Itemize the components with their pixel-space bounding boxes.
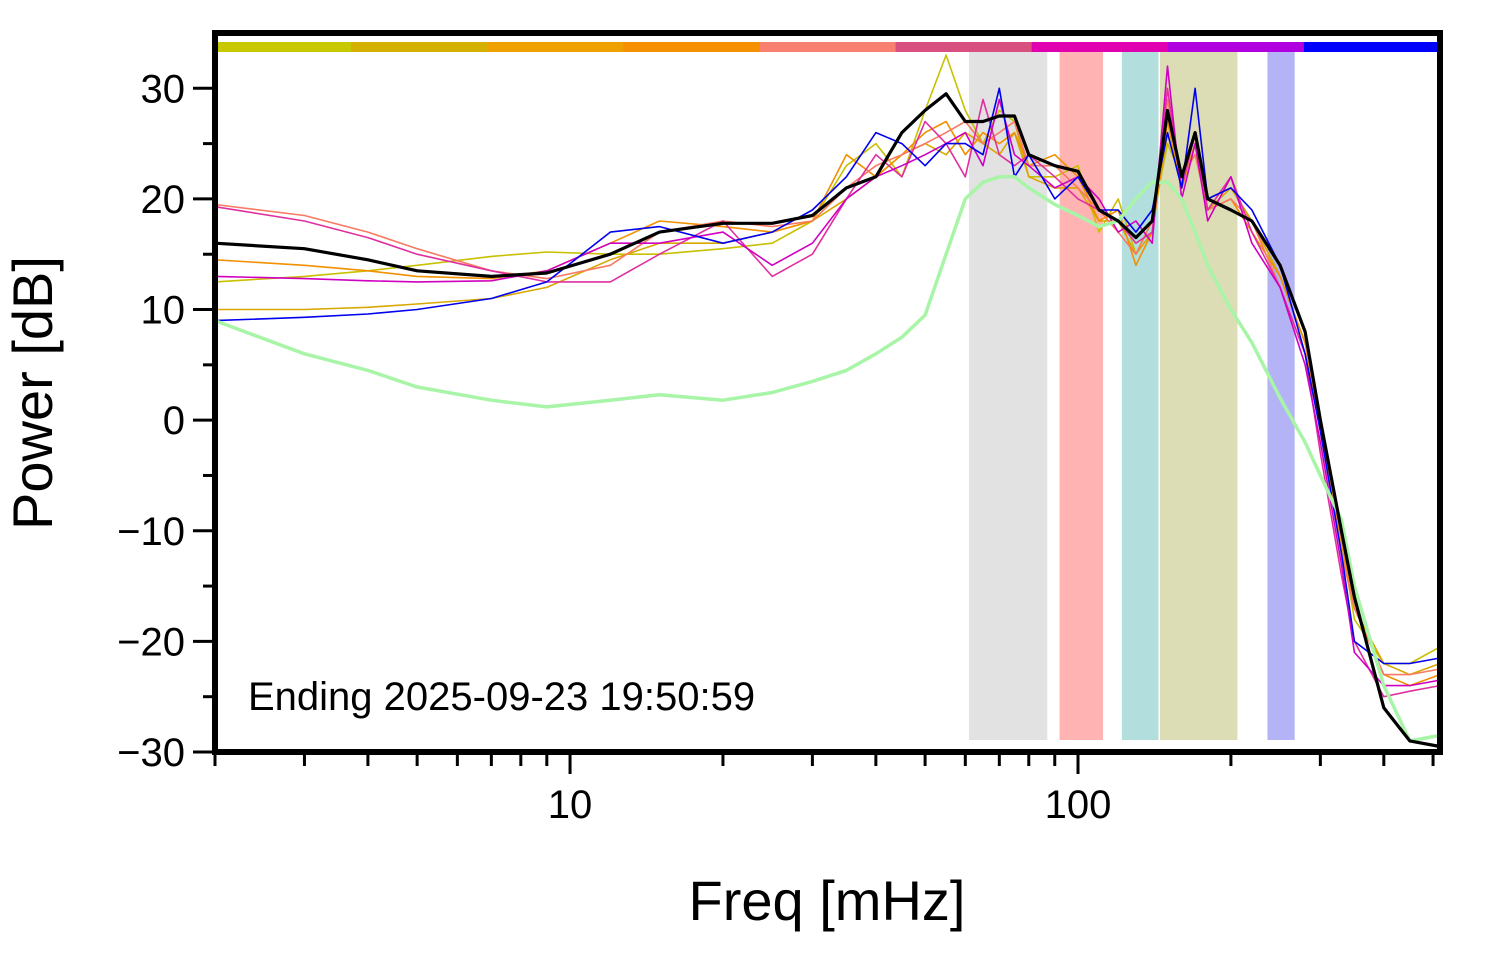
y-tick-label: 0 <box>163 399 185 443</box>
band <box>1121 52 1159 740</box>
color-bar-segment <box>759 42 897 52</box>
series-line <box>214 98 1441 676</box>
series-line <box>214 65 1441 687</box>
y-tick-label: −30 <box>117 731 185 775</box>
band <box>1059 52 1104 740</box>
series-line <box>215 131 1441 676</box>
x-axis-label: Freq [mHz] <box>689 869 966 932</box>
y-tick-label: 10 <box>141 289 186 333</box>
color-bar-segment <box>895 42 1033 52</box>
color-bar-segment <box>351 42 488 52</box>
bands <box>968 52 1295 740</box>
series-line <box>214 54 1441 665</box>
color-bar-segment <box>623 42 760 52</box>
color-bar-segment <box>1031 42 1169 52</box>
y-axis-label: Power [dB] <box>1 256 64 530</box>
band <box>968 52 1048 740</box>
lines <box>214 54 1441 749</box>
y-tick-label: 30 <box>141 67 186 111</box>
series-line <box>214 175 1441 743</box>
series-line <box>214 92 1441 749</box>
color-bar-segment <box>1303 42 1441 52</box>
color-bar-segment <box>487 42 624 52</box>
x-tick-label: 100 <box>1045 783 1112 827</box>
color-bar-segment <box>1167 42 1305 52</box>
x-tick-label: 10 <box>548 783 593 827</box>
annotation: Ending 2025-09-23 19:50:59 <box>248 675 755 719</box>
y-tick-label: −20 <box>117 620 185 664</box>
y-tick-label: −10 <box>117 510 185 554</box>
axes: −30 −20 −10 0 10 20 30 10 100 <box>117 30 1443 827</box>
color-bar-segment <box>215 42 352 52</box>
series-line <box>214 87 1441 698</box>
y-tick-label: 20 <box>141 178 186 222</box>
plot-frame <box>212 30 1443 755</box>
